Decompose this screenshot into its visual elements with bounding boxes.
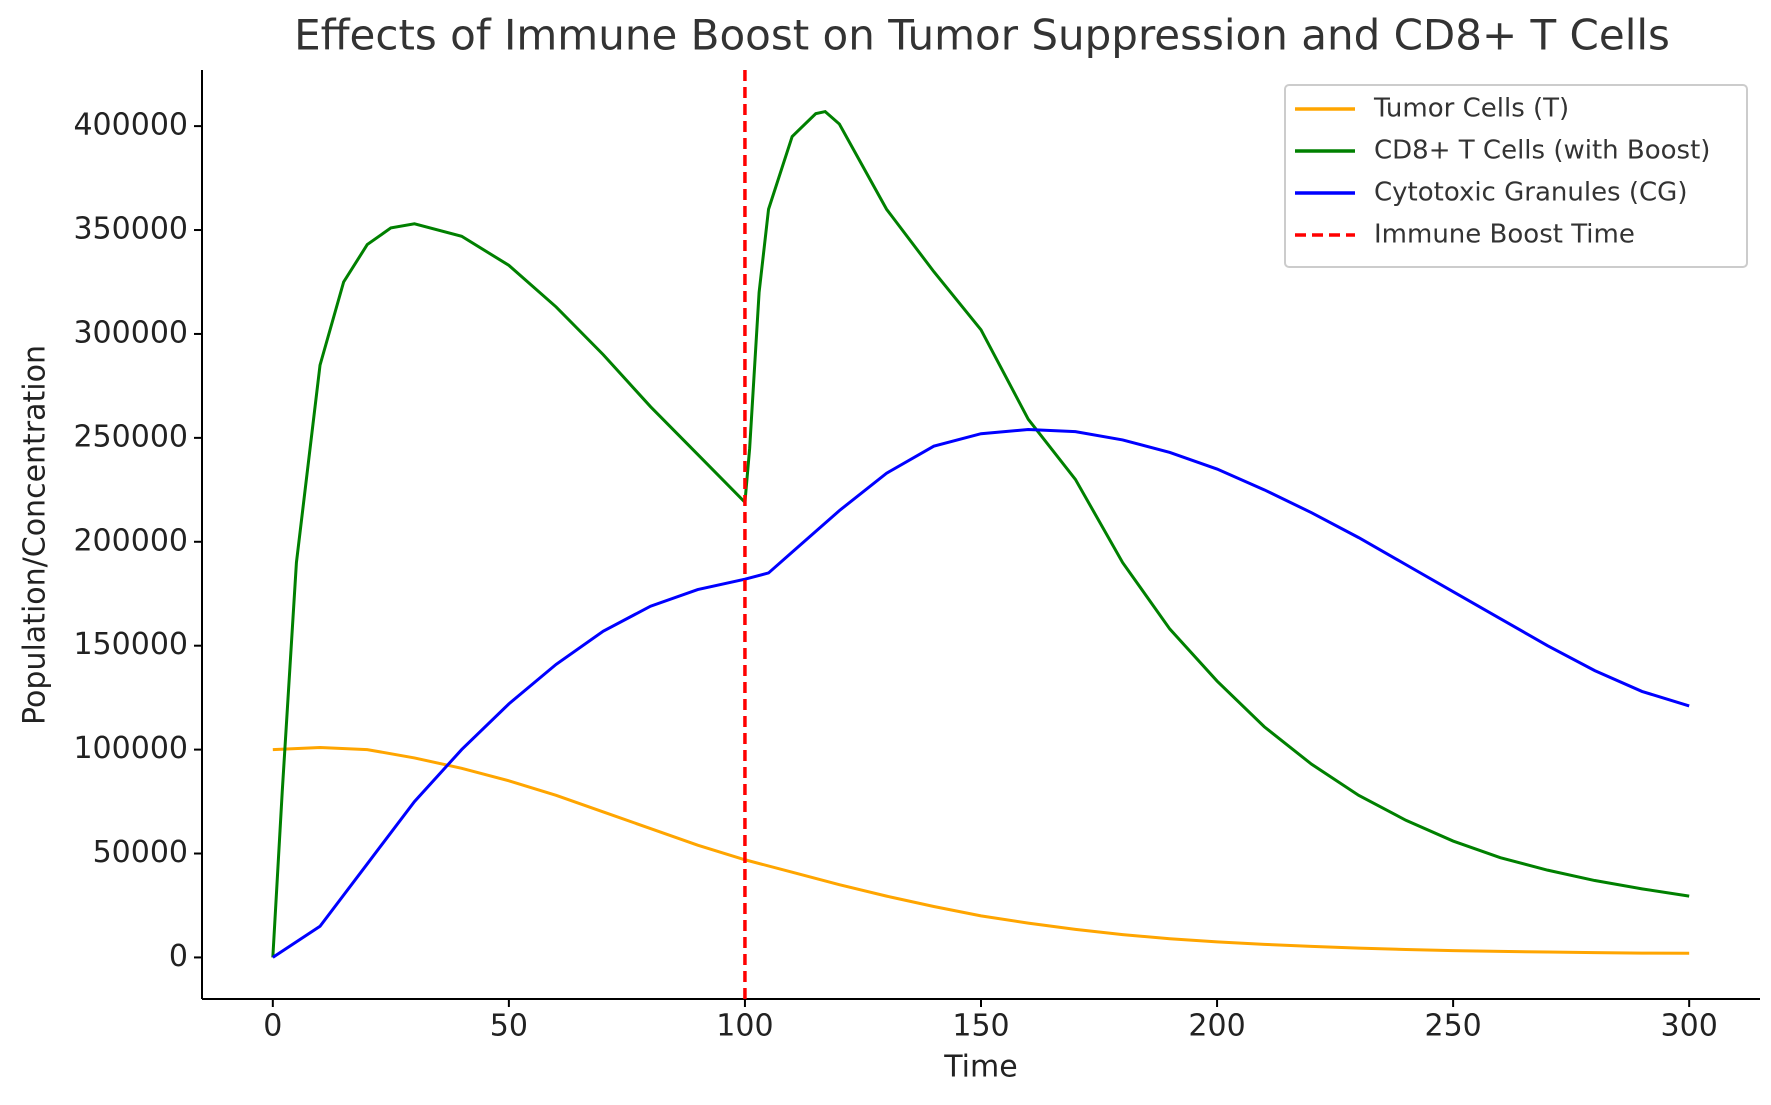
y-tick-label: 50000 bbox=[93, 835, 188, 870]
y-tick-label: 250000 bbox=[73, 419, 188, 454]
x-axis-label: Time bbox=[943, 1050, 1017, 1085]
y-tick-label: 0 bbox=[169, 939, 188, 974]
y-axis-label: Population/Concentration bbox=[18, 345, 53, 725]
line-series bbox=[271, 109, 1690, 958]
legend-label: Cytotoxic Granules (CG) bbox=[1374, 178, 1687, 208]
chart-title: Effects of Immune Boost on Tumor Suppres… bbox=[294, 11, 1670, 60]
x-tick-label: 50 bbox=[490, 1009, 528, 1044]
y-tick-label: 400000 bbox=[73, 108, 188, 143]
x-tick-label: 300 bbox=[1661, 1009, 1718, 1044]
y-tick-label: 100000 bbox=[73, 731, 188, 766]
legend-label: CD8+ T Cells (with Boost) bbox=[1374, 136, 1710, 166]
x-tick-label: 100 bbox=[716, 1009, 773, 1044]
legend-box bbox=[1284, 84, 1748, 268]
x-tick-label: 200 bbox=[1188, 1009, 1245, 1044]
x-tick-label: 250 bbox=[1424, 1009, 1481, 1044]
y-tick-label: 300000 bbox=[73, 315, 188, 350]
x-tick-label: 0 bbox=[263, 1009, 282, 1044]
y-tick-label: 350000 bbox=[73, 212, 188, 247]
x-tick-label: 150 bbox=[952, 1009, 1009, 1044]
line-series bbox=[272, 746, 1690, 955]
y-tick-label: 150000 bbox=[73, 627, 188, 662]
legend-label: Immune Boost Time bbox=[1374, 220, 1635, 250]
line-series bbox=[271, 428, 1690, 959]
y-tick-label: 200000 bbox=[73, 523, 188, 558]
legend-label: Tumor Cells (T) bbox=[1373, 94, 1569, 124]
